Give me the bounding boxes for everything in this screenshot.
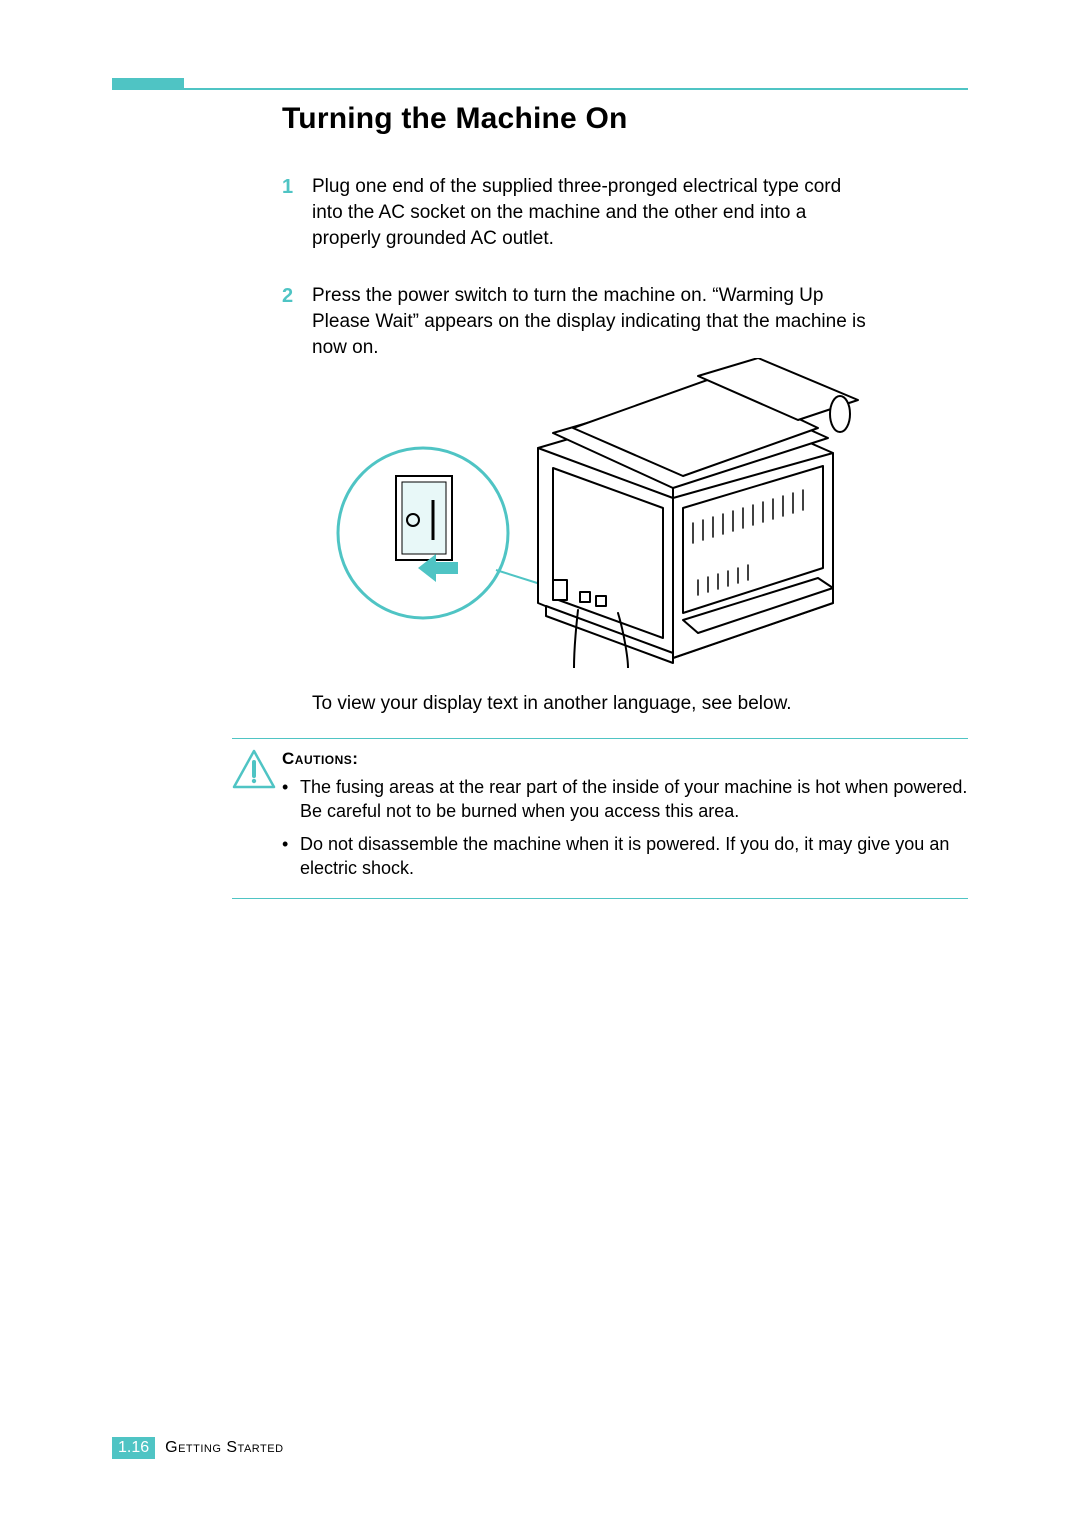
step-1: 1 Plug one end of the supplied three-pro… xyxy=(282,174,872,253)
caution-item: The fusing areas at the rear part of the… xyxy=(282,775,968,824)
language-note: To view your display text in another lan… xyxy=(312,693,792,715)
caution-item: Do not disassemble the machine when it i… xyxy=(282,832,968,881)
step-number: 1 xyxy=(282,174,312,201)
page-title: Turning the Machine On xyxy=(282,102,628,136)
manual-page: Turning the Machine On 1 Plug one end of… xyxy=(0,0,1080,1523)
printer-svg xyxy=(328,358,868,668)
cautions-heading: Cautions: xyxy=(282,749,968,769)
printer-diagram-figure xyxy=(328,358,868,668)
page-footer: 1.16 Getting Started xyxy=(112,1437,284,1459)
cautions-block: Cautions: The fusing areas at the rear p… xyxy=(232,738,968,899)
step-text: Press the power switch to turn the machi… xyxy=(312,283,872,362)
chapter-name: Getting Started xyxy=(165,1439,283,1457)
step-number: 2 xyxy=(282,283,312,310)
header-rule xyxy=(112,88,968,90)
cautions-rule-bottom xyxy=(232,898,968,899)
step-2: 2 Press the power switch to turn the mac… xyxy=(282,283,872,362)
step-text: Plug one end of the supplied three-prong… xyxy=(312,174,872,253)
cautions-list: The fusing areas at the rear part of the… xyxy=(282,775,968,880)
page-number-badge: 1.16 xyxy=(112,1437,155,1459)
